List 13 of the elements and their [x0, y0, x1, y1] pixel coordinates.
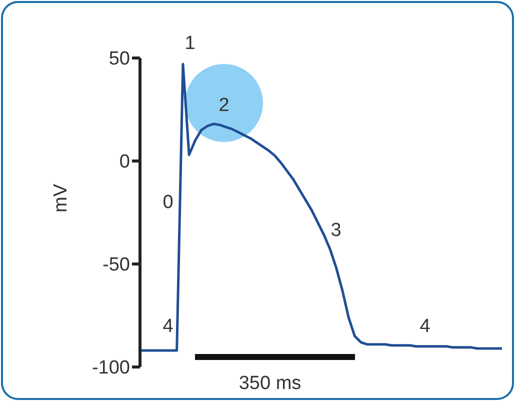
y-tick-label: -100 — [92, 358, 130, 379]
line-series — [138, 62, 504, 352]
annotation: 0 — [162, 192, 174, 214]
y-axis-title: mV — [50, 184, 72, 212]
annotation: 4 — [162, 316, 174, 338]
text: 1 — [184, 33, 196, 54]
annotation: 4 — [420, 316, 431, 338]
y-tick-label: 0 — [119, 152, 130, 173]
y-tick-label: 50 — [108, 48, 130, 70]
annotation: 3 — [330, 220, 342, 242]
y-tick-label: -50 — [102, 254, 130, 276]
annotation: 2 — [218, 95, 230, 116]
text: 350 ms — [238, 373, 302, 394]
